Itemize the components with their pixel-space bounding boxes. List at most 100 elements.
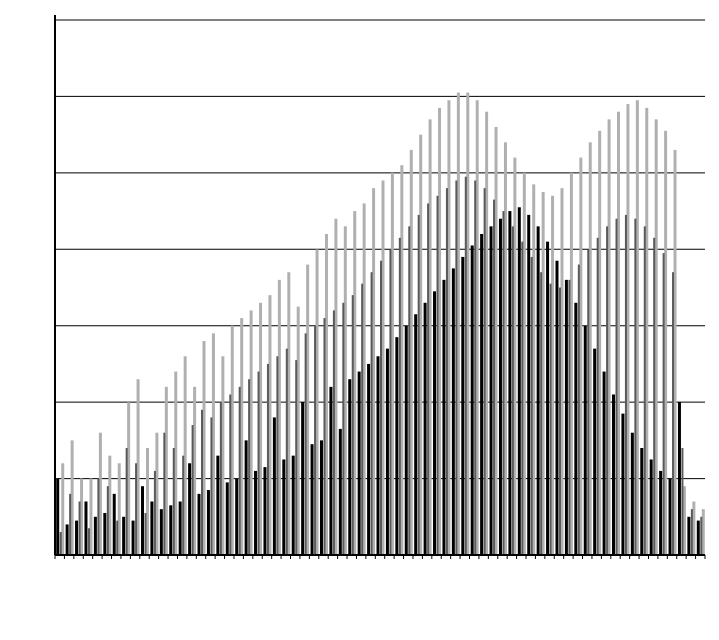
bar	[446, 188, 448, 555]
bar	[631, 433, 634, 555]
bar	[301, 402, 304, 555]
bar	[437, 196, 439, 555]
bar	[371, 272, 373, 555]
bar	[163, 433, 165, 555]
bar	[555, 261, 558, 555]
bar	[88, 528, 90, 555]
bar	[122, 517, 125, 555]
bar	[418, 215, 420, 555]
bar	[69, 494, 71, 555]
bar	[311, 444, 314, 555]
bar	[339, 429, 342, 555]
bar	[107, 486, 109, 555]
bar	[455, 181, 457, 556]
bar	[502, 211, 504, 555]
bar	[527, 215, 530, 555]
bar	[697, 521, 700, 555]
bar	[229, 395, 231, 556]
bar	[84, 502, 87, 556]
bar	[320, 440, 323, 555]
bar	[348, 379, 351, 555]
bar	[537, 226, 540, 555]
bar	[66, 524, 69, 555]
bar	[226, 482, 229, 555]
bar	[113, 494, 116, 555]
bar	[263, 467, 266, 555]
bar	[323, 318, 325, 555]
bar	[653, 238, 655, 555]
bar	[97, 479, 99, 555]
bar	[216, 456, 219, 555]
bar	[179, 502, 182, 556]
bar	[103, 513, 106, 555]
bar	[276, 356, 278, 555]
bar	[427, 203, 429, 555]
bar	[634, 219, 636, 555]
bar	[540, 272, 542, 555]
bar	[352, 295, 354, 555]
bar	[603, 372, 606, 555]
bar	[471, 245, 474, 555]
bar	[286, 349, 288, 555]
bar	[452, 268, 455, 555]
bar	[687, 517, 690, 555]
bar	[75, 521, 78, 555]
bar	[480, 234, 483, 555]
bar	[79, 502, 81, 556]
bar	[691, 509, 693, 555]
bar	[640, 448, 643, 555]
bar	[192, 425, 194, 555]
bar	[132, 521, 135, 555]
bar	[367, 364, 370, 555]
bar	[606, 226, 608, 555]
bar	[593, 349, 596, 555]
bar	[550, 284, 552, 555]
bar	[681, 448, 683, 555]
bar	[116, 521, 118, 555]
bar	[612, 395, 615, 556]
bar	[442, 280, 445, 555]
bar	[314, 326, 316, 555]
bar	[584, 326, 587, 555]
bar	[414, 314, 417, 555]
bar	[377, 356, 380, 555]
bar	[389, 249, 391, 555]
bar	[258, 372, 260, 555]
bar	[235, 479, 238, 555]
bar	[239, 387, 241, 555]
bar	[493, 200, 495, 555]
bar	[616, 219, 618, 555]
bar	[433, 291, 436, 555]
bar	[559, 288, 561, 556]
bar	[210, 417, 212, 555]
bar	[587, 249, 589, 555]
bar	[405, 326, 408, 555]
chart-container	[0, 0, 719, 640]
bar	[144, 513, 146, 555]
bar	[574, 303, 577, 555]
bar	[625, 215, 627, 555]
bar	[198, 494, 201, 555]
bar	[644, 226, 646, 555]
bar	[245, 440, 248, 555]
bar	[188, 463, 191, 555]
bar	[182, 456, 184, 555]
bar	[333, 310, 335, 555]
bar	[273, 417, 276, 555]
bar	[282, 459, 285, 555]
bar	[150, 502, 153, 556]
bar	[329, 387, 332, 555]
bar	[154, 471, 156, 555]
bar	[126, 448, 128, 555]
bar	[499, 219, 502, 555]
bar	[568, 280, 570, 555]
bar	[424, 303, 427, 555]
bar	[141, 486, 144, 555]
bar	[395, 337, 398, 555]
bar	[408, 226, 410, 555]
bar	[465, 177, 467, 555]
bar	[169, 505, 172, 555]
bar	[700, 517, 702, 555]
bar	[650, 459, 653, 555]
bar	[361, 284, 363, 555]
